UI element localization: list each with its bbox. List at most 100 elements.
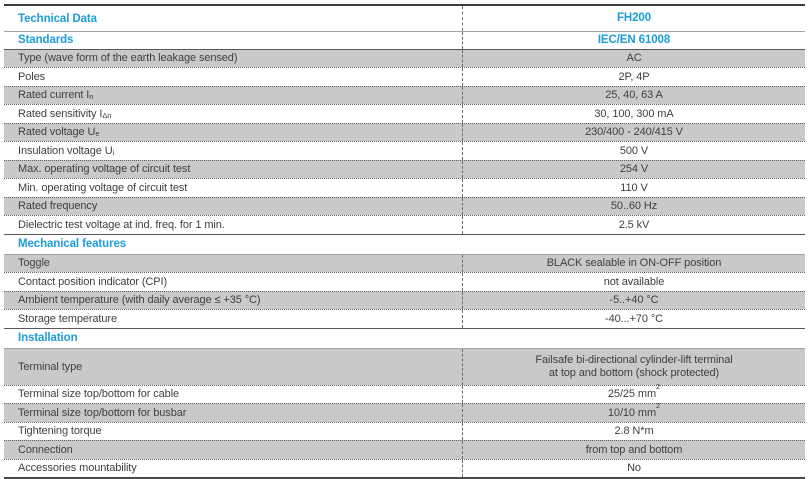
row-value: FH200 — [462, 6, 805, 31]
row-value-content: FH200 — [617, 12, 651, 25]
row-label-text: Terminal size top/bottom for busbar — [18, 406, 187, 419]
row-value-text: 10/10 mm — [607, 406, 657, 419]
row-label-text: Connection — [18, 443, 73, 456]
row-value: -5..+40 °C — [462, 291, 805, 309]
row-value-text: 50..60 Hz — [610, 200, 658, 212]
row-value: not available — [462, 273, 805, 291]
row-value: 2.5 kV — [462, 216, 805, 234]
row-value-content: 110 V — [620, 182, 648, 195]
table-row: Terminal type Failsafe bi-directional cy… — [4, 347, 805, 385]
row-value-content: Failsafe bi-directional cylinder-lift te… — [535, 354, 732, 379]
table-row: Storage temperature -40...+70 °C — [4, 309, 805, 328]
row-value-line2: at top and bottom (shock protected) — [548, 366, 720, 379]
row-label-text: Accessories mountability — [18, 462, 137, 475]
row-label: Type (wave form of the earth leakage sen… — [4, 50, 462, 68]
row-label: Ambient temperature (with daily average … — [4, 292, 462, 310]
row-value-text: from top and bottom — [585, 443, 683, 456]
row-label-text: Terminal type — [18, 360, 83, 373]
row-value-text: 2.5 kV — [618, 218, 650, 231]
table-row: Mechanical features — [4, 233, 805, 254]
row-label: Terminal size top/bottom for busbar — [4, 404, 462, 422]
row-value-superscript: 2 — [656, 382, 661, 392]
row-value-content: AC — [626, 52, 641, 65]
row-label: Connection — [4, 441, 462, 459]
table-row: Tightening torque 2.8 N*m — [4, 421, 805, 441]
table-row: Contact position indicator (CPI) not ava… — [4, 272, 805, 291]
row-label-text: Ambient temperature (with daily average … — [18, 294, 261, 307]
table-row: Rated frequency 50..60 Hz — [4, 196, 805, 215]
row-label-text: Installation — [18, 332, 78, 344]
row-value-content: 2P, 4P — [618, 71, 649, 84]
table-row: Connection from top and bottom — [4, 440, 805, 459]
row-value-content: 2.8 N*m — [614, 425, 653, 438]
row-label: Poles — [4, 68, 462, 86]
row-value-superscript: 2 — [656, 400, 661, 410]
row-value: No — [462, 459, 805, 477]
row-label: Accessories mountability — [4, 460, 462, 478]
row-label-text: Rated frequency — [18, 200, 98, 213]
row-label: Standards — [4, 32, 462, 49]
row-label-text: Min. operating voltage of circuit test — [18, 181, 188, 194]
row-label-text: Tightening torque — [18, 425, 102, 438]
row-value-content: 230/400 - 240/415 V — [585, 126, 683, 139]
row-value: 10/10 mm2 — [462, 402, 805, 422]
row-label: Installation — [4, 329, 805, 348]
row-value-content: 25, 40, 63 A — [605, 89, 663, 102]
row-label-text: Rated current I — [18, 89, 90, 102]
row-value: Failsafe bi-directional cylinder-lift te… — [462, 348, 805, 385]
row-value-text: 25/25 mm — [607, 388, 657, 400]
row-value-content: IEC/EN 61008 — [598, 34, 670, 47]
row-label: Tightening torque — [4, 423, 462, 441]
row-value-content: 30, 100, 300 mA — [594, 108, 673, 121]
row-label: Storage temperature — [4, 310, 462, 328]
row-value-text: 25, 40, 63 A — [605, 89, 663, 101]
row-label-text: Contact position indicator (CPI) — [18, 275, 168, 288]
row-value: 254 V — [462, 160, 805, 178]
row-value-content: 50..60 Hz — [611, 200, 657, 213]
table-row: Ambient temperature (with daily average … — [4, 290, 805, 310]
row-value-content: not available — [603, 275, 665, 289]
table-row: Poles 2P, 4P — [4, 67, 805, 86]
row-value: 30, 100, 300 mA — [462, 105, 805, 123]
row-value: from top and bottom — [462, 441, 805, 459]
row-value: 110 V — [462, 179, 805, 197]
row-value-content: -5..+40 °C — [610, 294, 659, 307]
row-value-text: 2P, 4P — [618, 70, 650, 83]
row-label: Terminal type — [4, 349, 462, 385]
row-value: 50..60 Hz — [462, 197, 805, 215]
table-row: Min. operating voltage of circuit test 1… — [4, 178, 805, 197]
row-label-text: Dielectric test voltage at ind. freq. fo… — [18, 218, 225, 231]
row-label-text: Technical Data — [18, 12, 97, 25]
table-row: Standards IEC/EN 61008 — [4, 31, 805, 49]
row-value-content: 254 V — [620, 163, 648, 176]
row-label: Max. operating voltage of circuit test — [4, 161, 462, 179]
row-value-text: AC — [626, 52, 642, 64]
row-value-content: from top and bottom — [586, 444, 683, 457]
row-label: Rated sensitivity I Δn — [18, 107, 112, 120]
table-row: Rated sensitivity I Δn 30, 100, 300 mA — [4, 104, 805, 123]
row-value: 500 V — [462, 142, 805, 160]
row-value: 2.8 N*m — [462, 422, 805, 440]
row-value-text: -5..+40 °C — [609, 294, 659, 306]
table-row: Terminal size top/bottom for cable 25/25… — [4, 383, 805, 403]
row-value-content: 500 V — [620, 145, 648, 158]
row-value-content: BLACK sealable in ON-OFF position — [547, 257, 722, 270]
row-value: -40...+70 °C — [462, 310, 805, 328]
row-value: IEC/EN 61008 — [462, 32, 805, 49]
row-value-content: 10/10 mm2 — [607, 402, 660, 420]
row-label-text: Terminal size top/bottom for cable — [18, 388, 180, 401]
row-value: 2P, 4P — [462, 68, 805, 86]
row-value: 25, 40, 63 A — [462, 86, 805, 104]
row-value-text: not available — [603, 275, 665, 288]
row-label: Mechanical features — [4, 235, 805, 254]
row-value-content: 25/25 mm2 — [607, 383, 660, 401]
row-label-text: Storage temperature — [18, 312, 117, 325]
row-value: AC — [462, 49, 805, 67]
row-label: Contact position indicator (CPI) — [4, 273, 462, 291]
row-value-text: IEC/EN 61008 — [597, 34, 671, 46]
